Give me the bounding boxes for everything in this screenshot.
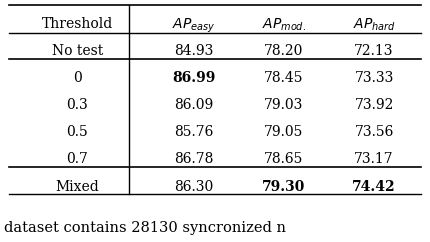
Text: Mixed: Mixed [55, 180, 99, 194]
Text: 85.76: 85.76 [174, 125, 213, 139]
Text: 78.65: 78.65 [264, 152, 304, 166]
Text: 72.13: 72.13 [354, 44, 394, 58]
Text: 78.20: 78.20 [264, 44, 304, 58]
Text: $AP_{mod.}$: $AP_{mod.}$ [262, 17, 306, 33]
Text: Threshold: Threshold [42, 17, 113, 31]
Text: 74.42: 74.42 [352, 180, 396, 194]
Text: 86.09: 86.09 [174, 98, 213, 112]
Text: 0.3: 0.3 [67, 98, 88, 112]
Text: 0.5: 0.5 [67, 125, 88, 139]
Text: 86.78: 86.78 [174, 152, 213, 166]
Text: 73.56: 73.56 [354, 125, 394, 139]
Text: No test: No test [52, 44, 103, 58]
Text: 73.92: 73.92 [354, 98, 394, 112]
Text: 86.30: 86.30 [174, 180, 213, 194]
Text: 86.99: 86.99 [172, 71, 215, 85]
Text: 79.03: 79.03 [264, 98, 304, 112]
Text: 79.05: 79.05 [264, 125, 304, 139]
Text: 84.93: 84.93 [174, 44, 213, 58]
Text: dataset contains 28130 syncronized n: dataset contains 28130 syncronized n [4, 221, 286, 235]
Text: 73.17: 73.17 [354, 152, 394, 166]
Text: $AP_{easy}$: $AP_{easy}$ [172, 17, 215, 35]
Text: 73.33: 73.33 [354, 71, 394, 85]
Text: 79.30: 79.30 [262, 180, 305, 194]
Text: $AP_{hard}$: $AP_{hard}$ [353, 17, 396, 33]
Text: 0.7: 0.7 [67, 152, 88, 166]
Text: 78.45: 78.45 [264, 71, 304, 85]
Text: 0: 0 [73, 71, 82, 85]
